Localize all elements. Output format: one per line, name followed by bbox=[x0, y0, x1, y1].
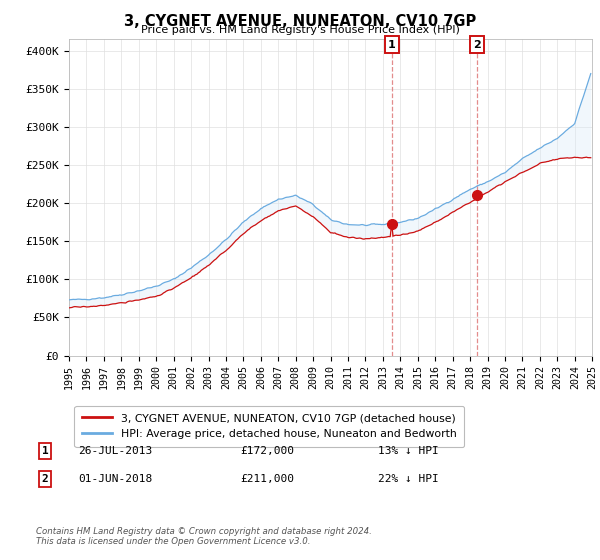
Text: £172,000: £172,000 bbox=[240, 446, 294, 456]
Text: 3, CYGNET AVENUE, NUNEATON, CV10 7GP: 3, CYGNET AVENUE, NUNEATON, CV10 7GP bbox=[124, 14, 476, 29]
Text: 22% ↓ HPI: 22% ↓ HPI bbox=[378, 474, 439, 484]
Text: 1: 1 bbox=[388, 40, 395, 49]
Text: 13% ↓ HPI: 13% ↓ HPI bbox=[378, 446, 439, 456]
Text: £211,000: £211,000 bbox=[240, 474, 294, 484]
Text: 2: 2 bbox=[41, 474, 49, 484]
Text: 26-JUL-2013: 26-JUL-2013 bbox=[78, 446, 152, 456]
Legend: 3, CYGNET AVENUE, NUNEATON, CV10 7GP (detached house), HPI: Average price, detac: 3, CYGNET AVENUE, NUNEATON, CV10 7GP (de… bbox=[74, 405, 464, 447]
Text: Price paid vs. HM Land Registry's House Price Index (HPI): Price paid vs. HM Land Registry's House … bbox=[140, 25, 460, 35]
Text: 01-JUN-2018: 01-JUN-2018 bbox=[78, 474, 152, 484]
Text: 2: 2 bbox=[473, 40, 481, 49]
Text: 1: 1 bbox=[41, 446, 49, 456]
Text: Contains HM Land Registry data © Crown copyright and database right 2024.
This d: Contains HM Land Registry data © Crown c… bbox=[36, 526, 372, 546]
